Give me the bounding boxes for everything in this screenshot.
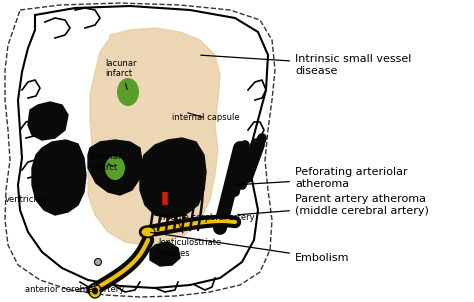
Text: Peforating arteriolar
atheroma: Peforating arteriolar atheroma [235, 167, 408, 189]
Polygon shape [88, 140, 142, 195]
Polygon shape [28, 102, 68, 140]
Text: anterior cerebral artery: anterior cerebral artery [25, 285, 124, 294]
Text: lenticulostriate
arteries: lenticulostriate arteries [158, 217, 221, 258]
Ellipse shape [89, 284, 101, 298]
Text: Embolism: Embolism [151, 233, 349, 263]
Text: lacunar
infarct: lacunar infarct [90, 152, 121, 172]
Text: Intrinsic small vessel
disease: Intrinsic small vessel disease [201, 54, 411, 76]
Text: lacunar
infarct: lacunar infarct [105, 59, 137, 89]
Polygon shape [32, 140, 86, 215]
Text: middle cerebral artery: middle cerebral artery [160, 214, 255, 223]
Polygon shape [150, 242, 180, 266]
Text: ventricles: ventricles [5, 182, 46, 204]
Polygon shape [140, 138, 206, 218]
Ellipse shape [105, 156, 125, 180]
Text: internal capsule: internal capsule [172, 113, 240, 123]
Ellipse shape [117, 78, 139, 106]
Polygon shape [88, 28, 220, 245]
Text: Parent artery atheroma
(middle cerebral artery): Parent artery atheroma (middle cerebral … [238, 194, 429, 216]
Ellipse shape [92, 288, 98, 294]
Ellipse shape [141, 227, 155, 237]
Ellipse shape [94, 259, 101, 265]
